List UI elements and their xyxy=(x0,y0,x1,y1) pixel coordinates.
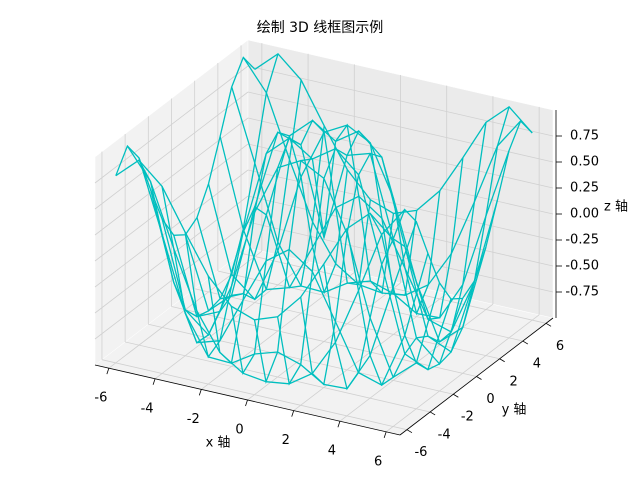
tick-mark xyxy=(152,378,156,385)
wire-col xyxy=(230,119,372,376)
tick-mark xyxy=(198,389,202,396)
y-tick-label: 0 xyxy=(486,392,494,407)
grid-line xyxy=(247,91,554,163)
grid-line xyxy=(94,117,249,236)
z-tick-label: 0.00 xyxy=(570,207,599,222)
tick-mark xyxy=(522,340,529,345)
grid-line xyxy=(171,306,477,377)
tick-mark xyxy=(476,376,482,380)
grid-line xyxy=(94,169,249,288)
axis-line xyxy=(399,317,554,436)
tick-mark xyxy=(406,429,413,434)
grid-line xyxy=(217,270,523,342)
x-tick-label: 2 xyxy=(282,433,290,448)
wire-col xyxy=(346,122,487,387)
wire-col xyxy=(138,53,279,318)
x-tick-label: 4 xyxy=(328,444,336,459)
z-tick-label: 0.75 xyxy=(570,129,599,144)
y-tick-label: -6 xyxy=(414,445,427,460)
y-tick-label: -4 xyxy=(438,427,451,442)
y-tick-label: 4 xyxy=(533,357,541,372)
grid-line xyxy=(94,91,249,210)
wire-col xyxy=(161,79,302,344)
x-axis-label: x 轴 xyxy=(206,436,231,451)
x-tick-label: -2 xyxy=(187,412,200,427)
tick-mark xyxy=(383,431,387,438)
tick-mark xyxy=(429,411,436,416)
axis-line xyxy=(94,364,401,436)
z-tick-label: 0.50 xyxy=(570,155,599,170)
grid-line xyxy=(194,288,500,360)
z-tick-label: -0.25 xyxy=(565,233,599,248)
wire-col xyxy=(207,131,348,365)
tick-mark xyxy=(291,410,295,417)
y-tick-label: -2 xyxy=(461,410,474,425)
grid-line xyxy=(247,221,554,293)
y-tick-label: 6 xyxy=(556,339,564,354)
wire-col xyxy=(253,123,395,385)
tick-mark xyxy=(106,368,110,375)
x-tick-label: 0 xyxy=(235,423,243,438)
tick-mark xyxy=(545,322,552,327)
wire-col xyxy=(300,152,441,386)
tick-mark xyxy=(245,399,248,407)
wire-col xyxy=(276,129,418,386)
z-tick-label: 0.25 xyxy=(570,181,599,196)
grid-line xyxy=(94,143,249,262)
grid-line xyxy=(125,341,431,413)
tick-mark xyxy=(337,421,341,428)
tick-mark xyxy=(499,358,505,363)
x-tick-label: -6 xyxy=(94,391,107,406)
wire-col xyxy=(184,125,325,359)
z-axis-label: z 轴 xyxy=(604,200,628,215)
y-axis-label: y 轴 xyxy=(502,403,527,418)
tick-mark xyxy=(453,393,459,398)
z-tick-label: -0.50 xyxy=(565,259,599,274)
x-tick-label: 6 xyxy=(374,454,382,469)
wire-col xyxy=(392,119,533,300)
x-tick-label: -4 xyxy=(141,401,154,416)
chart-title: 绘制 3D 线框图示例 xyxy=(257,20,384,36)
z-tick-label: -0.75 xyxy=(565,285,599,300)
wire-col xyxy=(369,106,510,371)
grid-line xyxy=(94,221,249,340)
grid-line xyxy=(101,359,408,431)
grid-line xyxy=(247,143,554,215)
y-tick-label: 2 xyxy=(510,374,518,389)
